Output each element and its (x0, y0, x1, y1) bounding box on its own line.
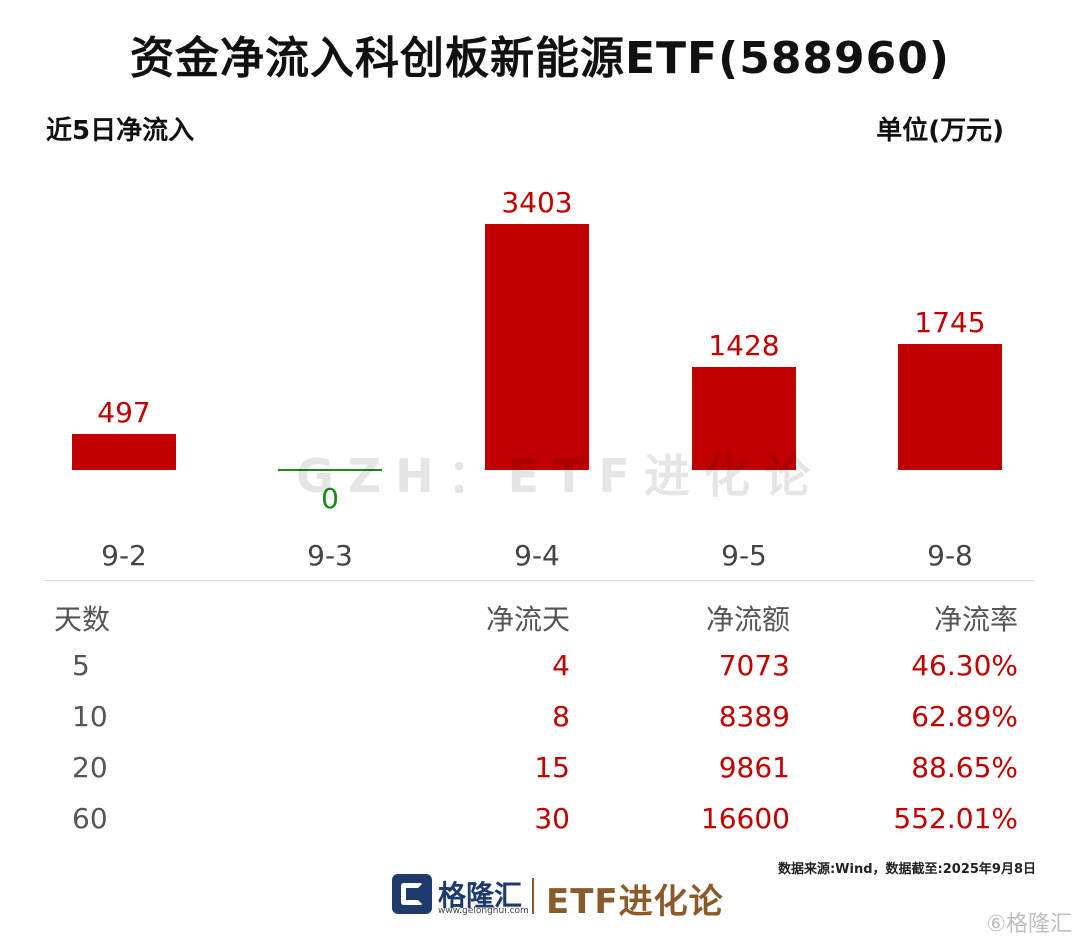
x-tick-label-9-5: 9-5 (721, 539, 767, 572)
x-tick-label-9-3: 9-3 (307, 539, 353, 572)
cell-net-amount: 16600 (700, 802, 790, 835)
data-label-9-8: 1745 (914, 306, 985, 339)
footer-separator (532, 878, 534, 914)
cell-days: 20 (72, 751, 108, 784)
x-tick-label-9-4: 9-4 (514, 539, 560, 572)
cell-days: 60 (72, 802, 108, 835)
cell-net-days: 8 (552, 700, 570, 733)
table-row: 60 30 16600 552.01% (0, 796, 1080, 847)
gelonghui-logo-icon (392, 874, 432, 914)
data-label-9-3: 0 (321, 482, 339, 515)
logo-url: www.gelonghui.com (438, 906, 529, 916)
bar-9-4 (485, 224, 589, 470)
bar-9-2 (72, 434, 176, 470)
chart-subtitle: 近5日净流入 (46, 116, 195, 146)
cell-net-rate: 552.01% (893, 802, 1018, 835)
table-row: 5 4 7073 46.30% (0, 643, 1080, 694)
cell-net-days: 15 (534, 751, 570, 784)
cell-net-rate: 46.30% (911, 649, 1018, 682)
cell-days: 10 (72, 700, 108, 733)
header-net-rate: 净流率 (933, 603, 1018, 636)
unit-label: 单位(万元) (876, 116, 1004, 146)
table-row: 10 8 8389 62.89% (0, 694, 1080, 745)
logo-name: 格隆汇 (438, 879, 523, 912)
chart-title: 资金净流入科创板新能源ETF(588960) (129, 33, 951, 84)
table-row: 20 15 9861 88.65% (0, 745, 1080, 796)
cell-net-amount: 9861 (718, 751, 790, 784)
x-tick-label-9-8: 9-8 (927, 539, 973, 572)
footer-brand: ETF进化论 (546, 882, 724, 922)
bar-9-8 (898, 344, 1002, 470)
cell-net-rate: 62.89% (911, 700, 1018, 733)
bar-chart: 497 9-2 0 9-3 3403 9-4 1428 9-5 1745 9-8 (72, 186, 1002, 572)
cell-net-amount: 8389 (718, 700, 790, 733)
header-net-amount: 净流额 (705, 603, 790, 636)
data-source-note: 数据来源:Wind，数据截至:2025年9月8日 (777, 862, 1036, 877)
stats-table: 天数 净流天 净流额 净流率 5 4 7073 46.30% 10 8 8389… (0, 592, 1080, 847)
cell-net-amount: 7073 (718, 649, 790, 682)
divider (44, 580, 1034, 581)
cell-net-days: 30 (534, 802, 570, 835)
header-net-days: 净流天 (485, 603, 570, 636)
cell-days: 5 (72, 649, 90, 682)
x-tick-label-9-2: 9-2 (101, 539, 147, 572)
cell-net-rate: 88.65% (911, 751, 1018, 784)
stats-header-row: 天数 净流天 净流额 净流率 (0, 592, 1080, 643)
corner-watermark: ⑥格隆汇 (986, 912, 1072, 937)
header-days: 天数 (54, 603, 111, 636)
watermark-text: GZH：ETF进化论 (296, 449, 824, 503)
cell-net-days: 4 (552, 649, 570, 682)
bar-9-5 (692, 367, 796, 470)
data-label-9-2: 497 (97, 396, 150, 429)
data-label-9-5: 1428 (708, 329, 779, 362)
data-label-9-4: 3403 (501, 186, 572, 219)
